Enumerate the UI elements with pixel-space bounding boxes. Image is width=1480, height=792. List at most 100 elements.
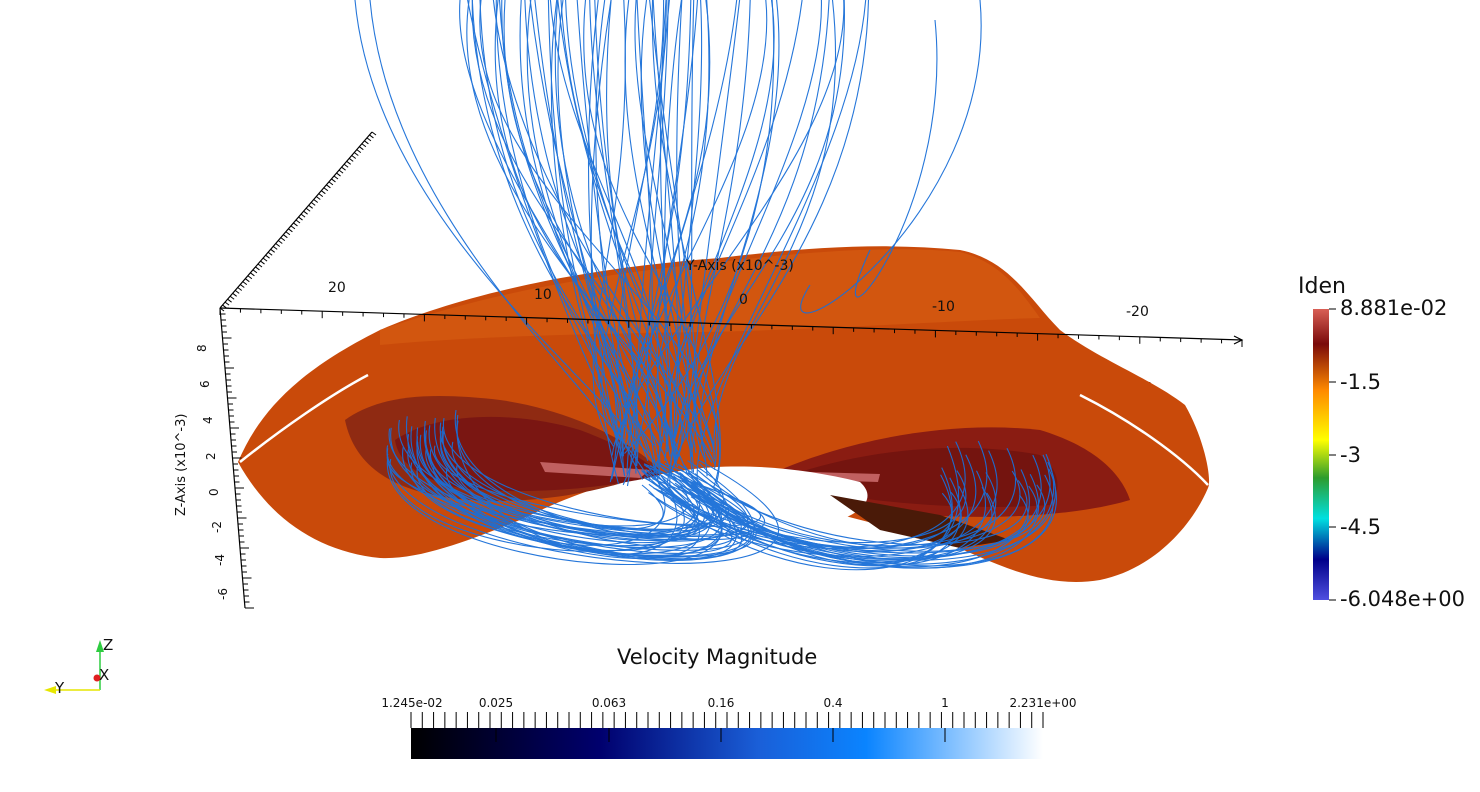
velocity-tick-label-4: 0.4 <box>823 696 843 710</box>
surface-inner-left-ridge <box>540 462 650 478</box>
streamline <box>671 0 695 447</box>
streamline <box>605 0 675 463</box>
streamline <box>652 0 680 485</box>
z-tick-label-7: -6 <box>216 588 230 600</box>
streamline <box>653 476 996 562</box>
velocity-scalar-bar[interactable] <box>410 712 1044 759</box>
z-tick-label-6: -4 <box>213 554 227 566</box>
streamline <box>547 0 626 477</box>
streamline <box>524 0 689 476</box>
streamline <box>611 0 692 480</box>
orient-x-axis <box>93 674 101 682</box>
depth-axis-tick <box>321 190 326 195</box>
depth-axis-tick <box>283 234 288 239</box>
streamline <box>617 0 665 461</box>
surface-slit-right <box>1079 393 1209 486</box>
streamline <box>678 477 961 569</box>
streamline <box>588 0 623 457</box>
y-axis-ticks <box>219 308 1243 347</box>
depth-axis-tick <box>300 213 306 218</box>
streamline <box>686 0 741 441</box>
depth-axis-tick <box>359 146 364 151</box>
depth-axis-tick <box>232 292 237 297</box>
depth-axis-tick <box>252 269 258 274</box>
depth-axis-tick <box>280 237 286 242</box>
depth-axis-tick <box>369 134 374 139</box>
depth-axis-tick <box>333 175 339 180</box>
depth-axis-tick <box>277 240 283 244</box>
streamline <box>594 0 635 487</box>
streamline <box>681 480 1046 552</box>
streamline <box>576 0 649 452</box>
y-tick-label-4: -20 <box>1126 304 1149 320</box>
orient-x-label: X <box>99 666 109 684</box>
velocity-colorbar <box>411 728 1043 759</box>
y-axis-title: Y-Axis (x10^-3) <box>685 258 794 274</box>
depth-axis-tick <box>272 245 278 250</box>
y-tick-label-0: 20 <box>328 280 346 296</box>
velocity-tick-label-2: 0.063 <box>591 696 627 710</box>
streamline <box>459 0 661 477</box>
depth-axis-tick <box>371 131 377 136</box>
streamline <box>595 0 638 453</box>
depth-axis-tick <box>227 298 232 303</box>
streamline <box>557 0 624 457</box>
streamline <box>428 425 717 541</box>
z-axis-title: Z-Axis (x10^-3) <box>174 414 189 516</box>
streamline <box>425 430 700 559</box>
velocity-tick-label-6: 2.231e+00 <box>1009 696 1077 710</box>
depth-axis-tick <box>353 152 359 156</box>
streamline <box>700 0 780 463</box>
iden-tick-label-2: -3 <box>1340 443 1361 467</box>
depth-axis-tick <box>260 260 265 265</box>
surface-slit-left <box>239 373 369 463</box>
streamline <box>680 469 1030 568</box>
streamline <box>601 0 667 441</box>
streamline <box>663 0 682 460</box>
orient-y-label: Y <box>54 679 65 697</box>
depth-axis-tick <box>290 225 296 230</box>
streamline <box>387 453 766 538</box>
streamline <box>645 470 969 564</box>
streamline <box>624 0 775 454</box>
streamline <box>611 0 845 456</box>
depth-axis-tick <box>328 181 334 186</box>
depth-axis-tick <box>346 160 351 165</box>
depth-axis-tick <box>361 143 367 148</box>
streamline <box>495 0 655 446</box>
depth-axis-tick <box>293 222 298 227</box>
orient-z-label: Z <box>103 636 113 654</box>
orient-z-cone <box>96 640 104 652</box>
depth-axis-tick <box>219 307 225 312</box>
streamline <box>693 0 751 461</box>
streamline <box>696 0 867 487</box>
streamline <box>424 420 723 558</box>
z-axis-ticks <box>220 307 254 609</box>
depth-axis-tick <box>250 272 255 277</box>
depth-axis-tick <box>222 304 227 309</box>
depth-axis-tick <box>315 196 321 200</box>
depth-axis-tick <box>308 204 313 209</box>
iden-isosurface <box>238 246 1210 582</box>
streamline <box>550 0 644 480</box>
orientation-axes-widget[interactable]: Z Y X <box>44 636 113 697</box>
depth-axis-tick <box>275 243 281 247</box>
streamline <box>694 454 1042 559</box>
z-tick-label-2: 4 <box>201 416 215 424</box>
depth-axis-tick <box>257 263 263 268</box>
depth-axis-tick <box>242 281 248 286</box>
depth-axis-tick <box>310 201 316 206</box>
y-tick-label-1: 10 <box>534 287 552 303</box>
depth-axis-tick <box>356 149 362 154</box>
depth-axis-tick <box>245 278 250 283</box>
streamline <box>479 0 656 475</box>
depth-axis-tick <box>336 172 341 177</box>
depth-axis-tick <box>247 275 253 280</box>
streamline <box>689 0 822 473</box>
iden-scalar-bar[interactable] <box>1313 308 1336 601</box>
streamline <box>669 0 803 468</box>
depth-axis-tick <box>338 169 344 174</box>
streamline <box>621 0 711 476</box>
streamline <box>669 0 845 490</box>
